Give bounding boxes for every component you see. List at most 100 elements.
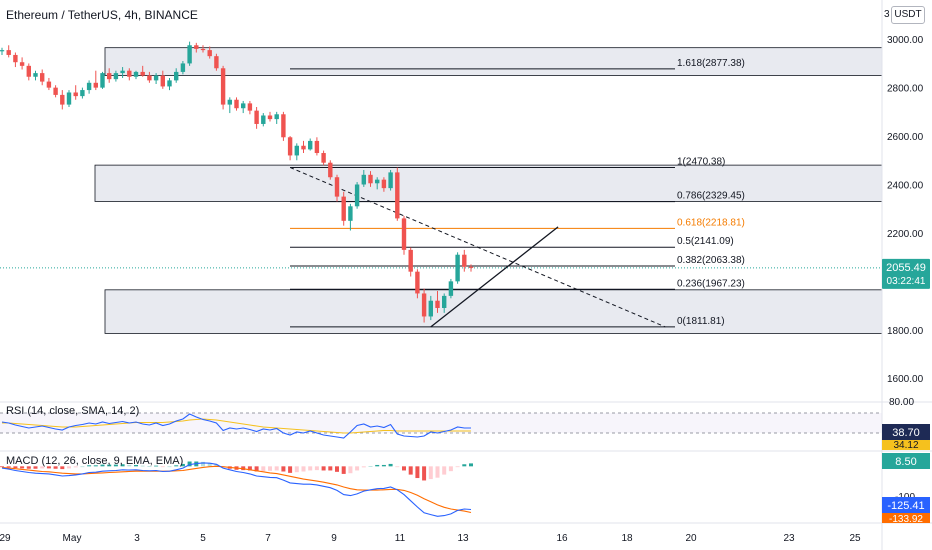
time-tick-label: 9 xyxy=(331,533,337,544)
candle-body xyxy=(334,177,340,197)
candle-body xyxy=(254,110,259,124)
time-tick-label: 23 xyxy=(783,533,795,544)
bar-countdown: 03:22:41 xyxy=(887,276,926,287)
rsi-line xyxy=(1,413,471,439)
time-axis[interactable]: 29 May 3 5 7 9 11 13 16 18 20 23 25 xyxy=(0,533,861,544)
macd-histogram-bar xyxy=(381,464,386,467)
candle-body xyxy=(308,140,313,150)
candle-body xyxy=(381,179,387,189)
macd-histogram-bar xyxy=(134,464,138,467)
macd-histogram-bar xyxy=(174,465,179,467)
candle-body xyxy=(462,254,467,267)
trend-lines[interactable] xyxy=(0,166,882,328)
macd-histogram-bar xyxy=(261,466,266,472)
candle-body xyxy=(354,184,360,207)
macd-histogram-bar xyxy=(207,462,212,467)
macd-histogram-bar xyxy=(33,466,38,469)
candle-body xyxy=(368,174,373,184)
candle-body xyxy=(328,162,333,178)
rsi-label[interactable]: RSI (14, close, SMA, 14, 2) xyxy=(6,405,140,417)
zone-box xyxy=(104,289,883,334)
symbol-title[interactable]: Ethereum / TetherUS, 4h, BINANCE xyxy=(6,8,198,22)
macd-histogram-bar xyxy=(355,466,360,471)
price-tick-label: 3000.00 xyxy=(887,35,924,46)
price-tick-label: 2200.00 xyxy=(887,229,924,240)
candle-body xyxy=(100,73,105,88)
candle-body xyxy=(200,48,206,51)
macd-value: -125.41 xyxy=(887,500,924,512)
macd-histogram-bar xyxy=(422,466,427,481)
time-tick-label: 16 xyxy=(556,533,568,544)
price-tick-label: 2400.00 xyxy=(887,180,924,191)
candle-body xyxy=(281,114,286,138)
fib-level-label: 0.786(2329.45) xyxy=(677,191,745,202)
candle-body xyxy=(247,103,253,111)
macd-histogram-bar xyxy=(87,465,92,467)
candle-body xyxy=(53,87,58,95)
candle-body xyxy=(40,73,45,82)
macd-histogram-bar xyxy=(288,466,293,473)
candle-body xyxy=(388,172,393,189)
rsi-pane xyxy=(0,412,882,439)
price-tick-label: 1800.00 xyxy=(887,326,924,337)
candle-body xyxy=(73,92,78,97)
candle-body xyxy=(267,115,273,120)
candle-body xyxy=(107,73,112,80)
last-price-value: 2055.49 xyxy=(886,262,926,274)
time-tick-label: 25 xyxy=(849,533,861,544)
candle-body xyxy=(0,50,5,52)
candle-body xyxy=(133,71,139,77)
candle-body xyxy=(348,206,353,221)
fib-level-label: 0(1811.81) xyxy=(677,316,725,327)
candle-body xyxy=(140,71,145,76)
macd-histogram-bar xyxy=(442,466,447,475)
candle-body xyxy=(120,70,125,74)
fib-level-label: 0.382(2063.38) xyxy=(677,255,745,266)
macd-histogram-bar xyxy=(268,466,272,471)
candle-body xyxy=(19,62,25,66)
candle-body xyxy=(428,300,433,317)
macd-histogram-bar xyxy=(335,466,339,472)
currency-badge[interactable]: USDT xyxy=(891,6,925,24)
rsi-ma-line xyxy=(2,418,471,434)
macd-histogram-bar xyxy=(395,466,400,468)
candle-body xyxy=(187,45,192,64)
macd-histogram-bar xyxy=(0,466,4,468)
time-tick-label: 13 xyxy=(457,533,469,544)
macd-histogram-bar xyxy=(154,465,159,467)
macd-histogram-bar xyxy=(274,466,279,471)
macd-histogram-bar xyxy=(301,466,306,472)
macd-histogram-bar xyxy=(388,463,393,467)
candle-body xyxy=(261,115,266,124)
zone-box xyxy=(104,47,883,76)
macd-signal-badge xyxy=(882,513,930,523)
macd-histogram-bar xyxy=(455,466,460,468)
candle-body xyxy=(93,82,98,88)
macd-line xyxy=(1,462,472,517)
macd-histogram-bar xyxy=(100,464,105,467)
price-tick-label: 2600.00 xyxy=(887,132,924,143)
candle-body xyxy=(127,70,132,77)
candle-body xyxy=(448,281,454,296)
fib-retracement[interactable]: 1.618(2877.38) 1(2470.38) 0.786(2329.45) 0.… xyxy=(290,58,745,328)
macd-histogram-bar xyxy=(201,461,205,467)
macd-label[interactable]: MACD (12, 26, close, 9, EMA, EMA) xyxy=(6,455,184,467)
macd-hist-value: 8.50 xyxy=(895,456,916,468)
candle-body xyxy=(66,92,72,105)
last-price-badge xyxy=(882,258,930,289)
currency-digit: 3 xyxy=(884,9,890,20)
candle-body xyxy=(468,266,474,268)
macd-histogram-bar xyxy=(180,463,185,467)
macd-histogram-bar xyxy=(435,466,440,478)
zone-box xyxy=(94,164,883,202)
macd-histogram-bar xyxy=(13,466,18,469)
macd-histogram-bar xyxy=(147,465,152,467)
macd-histogram-bar xyxy=(281,466,286,472)
candle-body xyxy=(395,172,400,219)
macd-histogram-bar xyxy=(53,466,58,469)
macd-histogram-bar xyxy=(314,466,319,471)
rsi-value: 38.70 xyxy=(892,427,920,439)
macd-histogram-bar xyxy=(93,465,98,467)
